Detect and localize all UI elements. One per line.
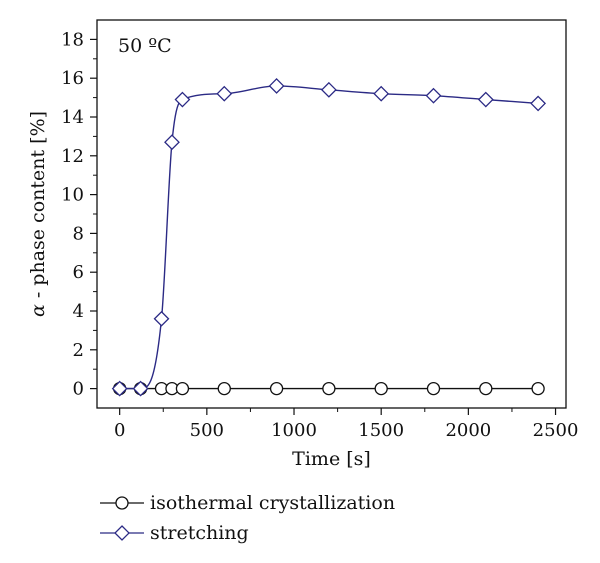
data-point-isothermal-crystallization	[479, 381, 493, 396]
x-tick-label: 0	[114, 420, 125, 441]
y-tick-label: 16	[61, 68, 84, 89]
x-tick-label: 2500	[533, 420, 579, 441]
y-axis-title-text: - phase content [%]	[27, 111, 49, 304]
x-axis-title: Time [s]	[292, 448, 371, 470]
y-tick-label: 4	[73, 301, 84, 322]
data-point-stretching	[111, 380, 128, 397]
x-tick-label: 500	[190, 420, 224, 441]
data-point-stretching	[373, 85, 390, 102]
legend-label-isothermal: isothermal crystallization	[150, 492, 396, 514]
data-point-isothermal-crystallization	[426, 381, 441, 396]
x-tick-label: 1500	[358, 420, 404, 441]
data-point-stretching	[477, 91, 494, 108]
y-axis-title-symbol: α	[27, 304, 49, 317]
data-point-isothermal-crystallization	[531, 381, 545, 396]
legend-item-isothermal: isothermal crystallization	[100, 488, 395, 518]
data-point-stretching	[174, 91, 191, 108]
data-point-stretching	[268, 78, 285, 94]
data-point-stretching	[132, 380, 149, 397]
legend-label-stretching: stretching	[150, 522, 249, 544]
y-tick-label: 6	[73, 262, 84, 283]
x-tick-label: 2000	[445, 420, 491, 441]
series-line-stretching	[119, 85, 539, 390]
data-point-isothermal-crystallization	[175, 381, 190, 396]
data-point-stretching	[164, 134, 180, 151]
legend-marker-diamond-icon	[100, 525, 144, 541]
y-tick-label: 10	[61, 185, 84, 206]
y-tick-label: 8	[73, 223, 84, 244]
data-point-stretching	[530, 95, 547, 112]
data-point-stretching	[153, 310, 170, 327]
y-tick-label: 12	[61, 146, 84, 167]
y-tick-label: 0	[73, 379, 84, 400]
y-tick-label: 18	[61, 29, 84, 50]
data-point-isothermal-crystallization	[269, 381, 284, 396]
temperature-annotation: 50 ºC	[118, 35, 172, 57]
data-point-isothermal-crystallization	[322, 381, 336, 396]
chart: 0 500 1000 1500 2000 2500 0 2 4 6 8 10 12 14 16 18 Time …	[27, 19, 579, 470]
data-point-stretching	[216, 85, 233, 102]
legend-item-stretching: stretching	[100, 518, 395, 548]
data-point-stretching	[320, 81, 337, 98]
y-tick-label: 2	[73, 340, 84, 361]
legend-marker-circle-icon	[100, 496, 144, 510]
legend: isothermal crystallization stretching	[100, 488, 395, 548]
y-tick-label: 14	[61, 107, 84, 128]
data-point-stretching	[425, 87, 442, 104]
data-point-isothermal-crystallization	[374, 381, 388, 396]
y-axis-title: α - phase content [%]	[27, 111, 49, 317]
data-point-isothermal-crystallization	[217, 381, 231, 396]
x-tick-label: 1000	[271, 420, 317, 441]
